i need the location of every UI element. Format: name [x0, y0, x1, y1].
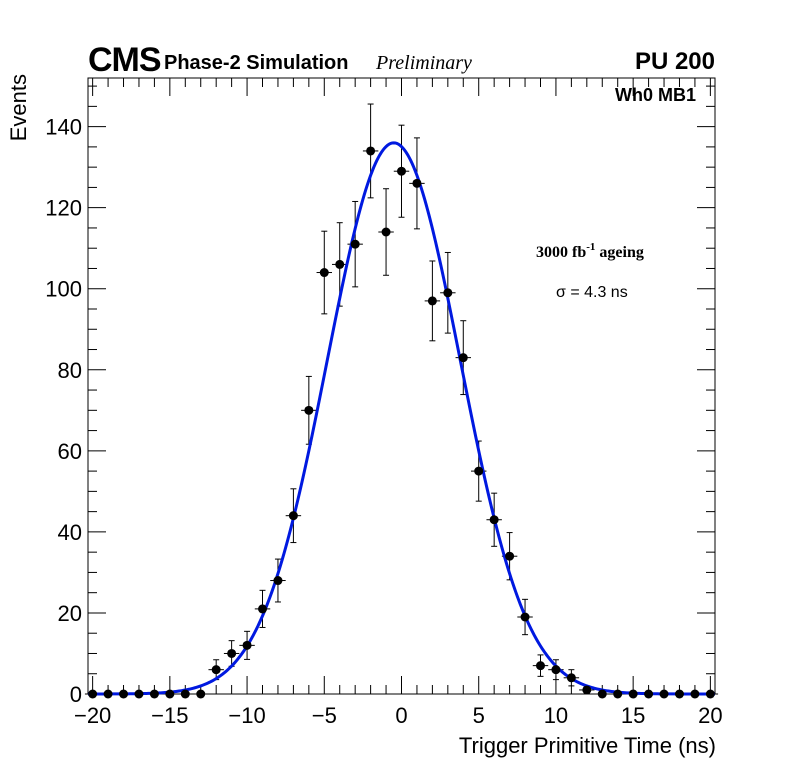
data-point	[644, 689, 654, 699]
y-tick-label: 60	[58, 439, 82, 464]
data-point	[335, 259, 345, 269]
chamber-label: Wh0 MB1	[615, 85, 696, 105]
data-point	[566, 673, 576, 683]
x-tick-label: 20	[698, 703, 722, 728]
sigma-annotation: σ = 4.3 ns	[556, 284, 628, 301]
x-tick-label: −10	[228, 703, 265, 728]
x-tick-label: 5	[473, 703, 485, 728]
data-point	[551, 665, 561, 675]
x-tick-label: 15	[621, 703, 645, 728]
y-tick-label: 80	[58, 358, 82, 383]
data-point	[674, 689, 684, 699]
data-point	[119, 689, 129, 699]
data-point	[628, 689, 638, 699]
data-point	[427, 296, 437, 306]
data-points	[88, 146, 715, 699]
phase-label: Phase-2 Simulation	[164, 52, 349, 74]
data-point	[474, 466, 484, 476]
data-point	[134, 689, 144, 699]
x-tick-label: 10	[544, 703, 568, 728]
data-point	[705, 689, 715, 699]
data-point	[350, 239, 360, 249]
fit-curve	[87, 141, 716, 696]
axes: −20 −15 −10 −5 0 5 10 15 20 0 20 40 60 80 100 120 140	[45, 78, 723, 728]
lumi-exponent: -1	[586, 241, 595, 253]
y-tick-label: 40	[58, 520, 82, 545]
error-bars	[84, 103, 719, 695]
x-axis-title: Trigger Primitive Time (ns)	[459, 733, 716, 758]
data-point	[288, 511, 298, 521]
preliminary-label: Preliminary	[375, 52, 472, 74]
data-point	[180, 689, 190, 699]
data-point	[659, 689, 669, 699]
data-point	[489, 515, 499, 525]
data-point	[366, 146, 376, 156]
x-tick-label: 0	[395, 703, 407, 728]
cms-label: CMS	[88, 41, 161, 79]
data-point	[88, 689, 98, 699]
data-point	[381, 227, 391, 237]
y-tick-label: 20	[58, 601, 82, 626]
data-point	[535, 661, 545, 671]
lumi-value: 3000 fb	[536, 244, 586, 261]
y-axis-title: Events	[6, 74, 31, 141]
data-point	[690, 689, 700, 699]
lumi-suffix: ageing	[595, 244, 643, 261]
lumi-annotation: 3000 fb-1 ageing	[536, 241, 644, 261]
x-tick-label: −15	[151, 703, 188, 728]
data-point	[443, 288, 453, 298]
data-point	[319, 268, 329, 278]
data-point	[227, 648, 237, 658]
data-point	[273, 576, 283, 586]
data-point	[211, 665, 221, 675]
data-point	[258, 604, 268, 614]
data-point	[242, 640, 252, 650]
data-point	[103, 689, 113, 699]
data-point	[196, 689, 206, 699]
x-tick-label: −20	[74, 703, 111, 728]
y-tick-label: 140	[45, 115, 82, 140]
data-point	[397, 166, 406, 176]
data-point	[165, 689, 175, 699]
y-tick-label: 120	[45, 196, 82, 221]
data-point	[505, 551, 515, 561]
data-point	[597, 689, 607, 699]
data-point	[458, 353, 468, 363]
pileup-label: PU 200	[635, 48, 715, 75]
x-tick-label: −5	[312, 703, 337, 728]
data-point	[412, 178, 422, 188]
data-point	[613, 689, 623, 699]
data-point	[149, 689, 159, 699]
y-tick-label: 0	[70, 682, 82, 707]
data-point	[582, 685, 592, 695]
y-tick-label: 100	[45, 277, 82, 302]
data-point	[304, 405, 314, 415]
data-point	[520, 612, 530, 622]
